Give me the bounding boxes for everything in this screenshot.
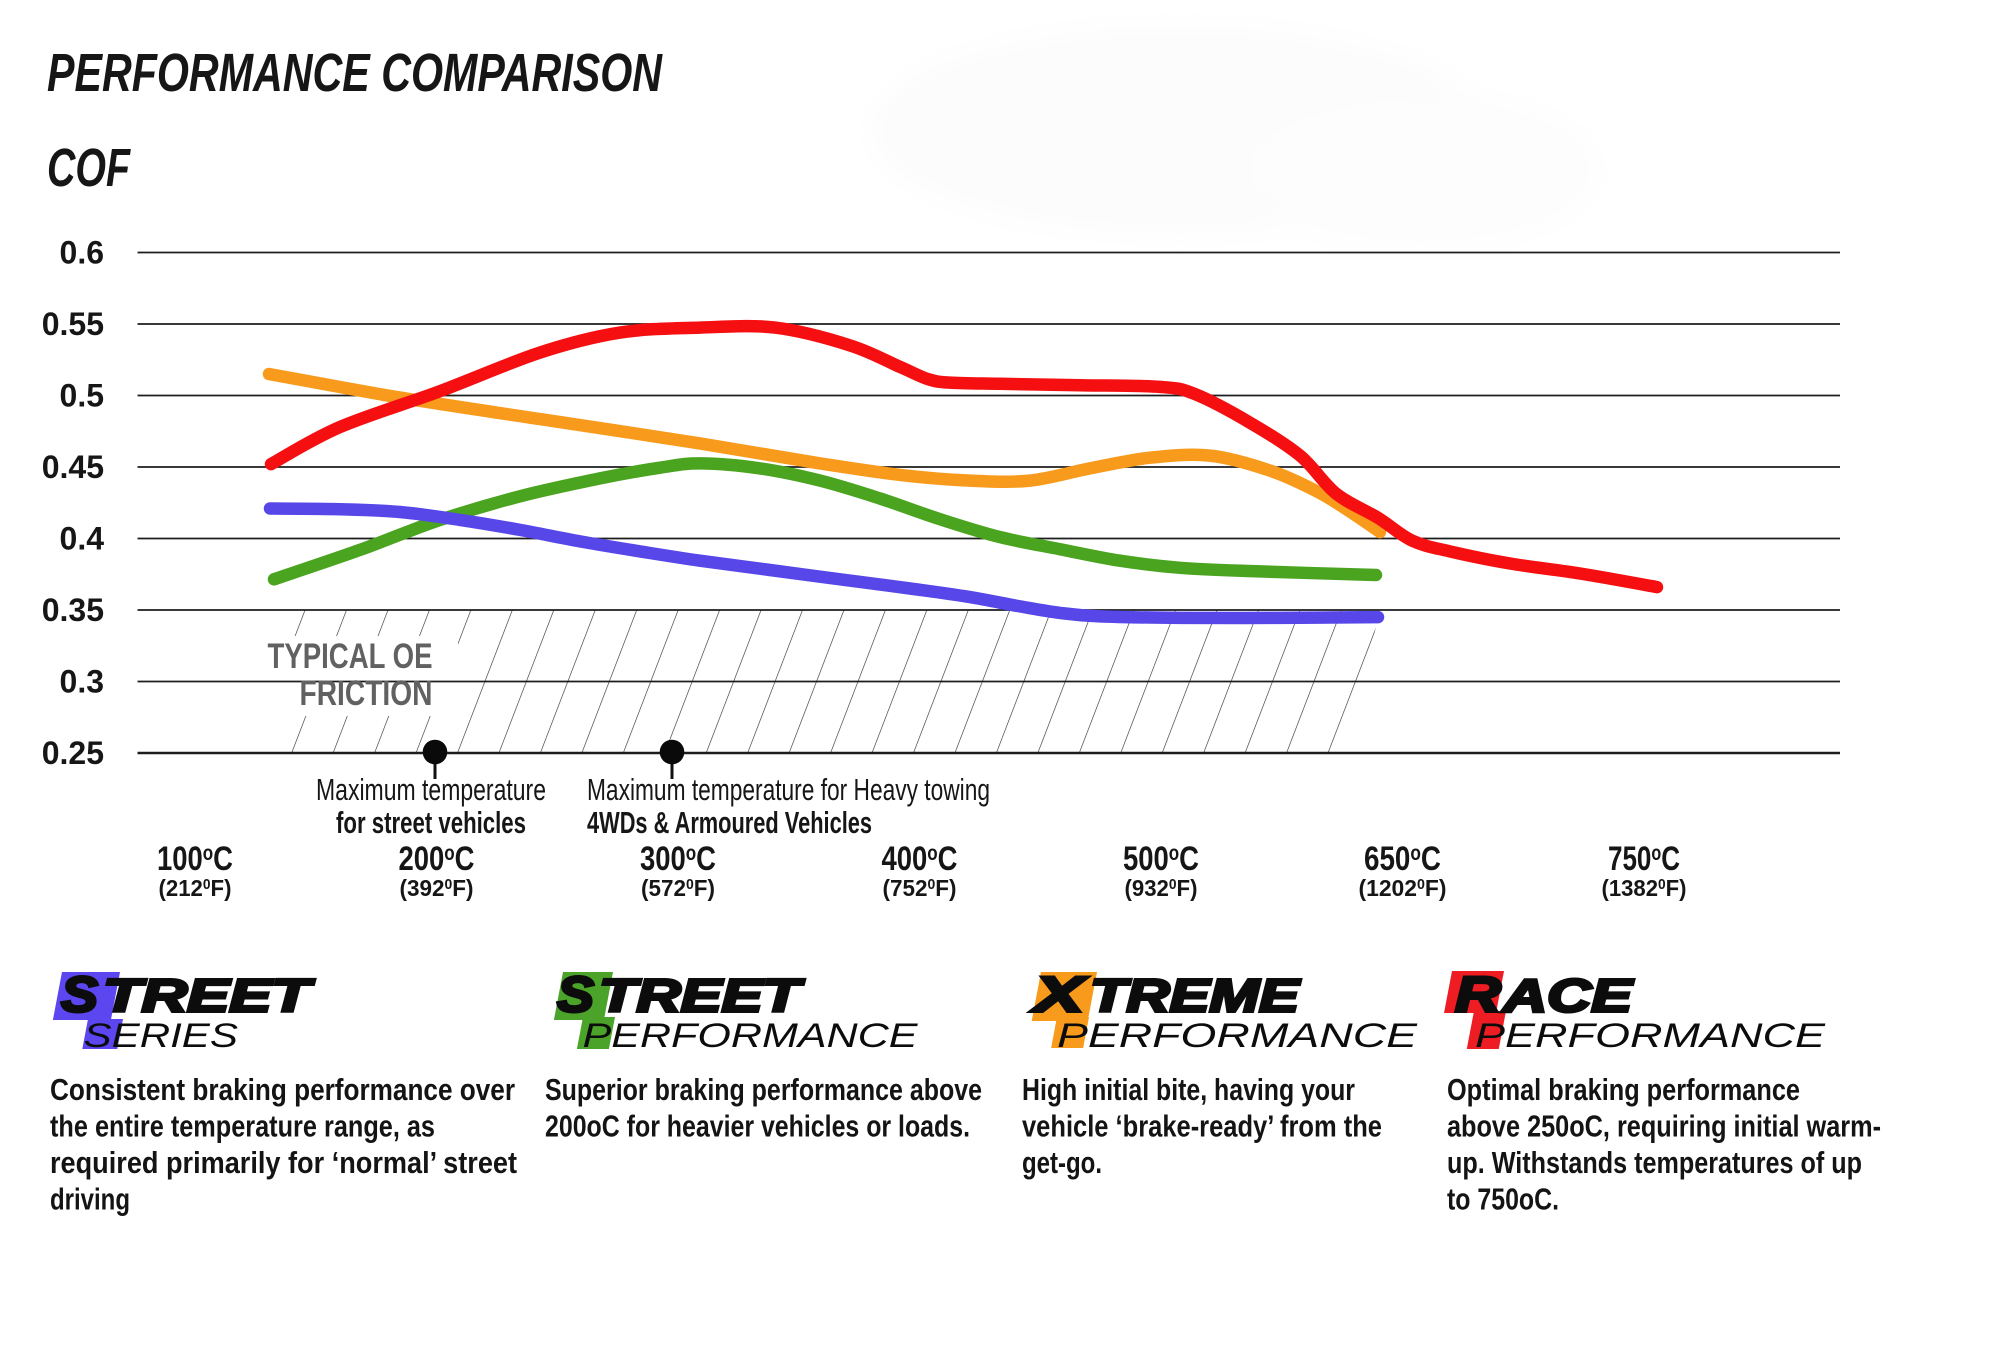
svg-text:300oC: 300oC bbox=[640, 840, 716, 878]
svg-text:0.6: 0.6 bbox=[60, 235, 104, 271]
svg-text:X: X bbox=[1030, 967, 1088, 1023]
svg-text:650oC: 650oC bbox=[1364, 840, 1441, 878]
svg-text:S: S bbox=[557, 967, 594, 1023]
svg-text:PERFORMANCE COMPARISON: PERFORMANCE COMPARISON bbox=[47, 43, 663, 103]
svg-text:PERFORMANCE: PERFORMANCE bbox=[1475, 1017, 1826, 1055]
svg-text:PERFORMANCE: PERFORMANCE bbox=[583, 1017, 919, 1055]
svg-text:required primarily for ‘normal: required primarily for ‘normal’ street bbox=[50, 1145, 517, 1180]
svg-text:R: R bbox=[1455, 967, 1501, 1023]
svg-text:TREET: TREET bbox=[103, 970, 315, 1022]
svg-text:Consistent braking performance: Consistent braking performance over bbox=[50, 1072, 515, 1107]
svg-text:100oC: 100oC bbox=[157, 840, 233, 878]
svg-text:(2120F): (2120F) bbox=[159, 875, 232, 901]
svg-text:(7520F): (7520F) bbox=[883, 875, 957, 901]
svg-text:ACE: ACE bbox=[1502, 970, 1634, 1022]
svg-text:SERIES: SERIES bbox=[84, 1017, 239, 1055]
svg-text:200oC: 200oC bbox=[399, 840, 475, 878]
svg-text:S: S bbox=[61, 967, 98, 1023]
svg-text:TYPICAL OE: TYPICAL OE bbox=[268, 637, 433, 676]
svg-text:750oC: 750oC bbox=[1608, 840, 1680, 878]
svg-text:(13820F): (13820F) bbox=[1602, 875, 1687, 901]
svg-text:for street vehicles: for street vehicles bbox=[336, 805, 526, 840]
svg-text:(5720F): (5720F) bbox=[641, 875, 715, 901]
svg-text:above 250oC, requiring initial: above 250oC, requiring initial warm- bbox=[1447, 1109, 1881, 1144]
svg-text:0.35: 0.35 bbox=[42, 592, 104, 628]
svg-text:to 750oC.: to 750oC. bbox=[1447, 1182, 1559, 1217]
svg-text:0.3: 0.3 bbox=[60, 664, 104, 700]
svg-text:Optimal braking performance: Optimal braking performance bbox=[1447, 1072, 1800, 1107]
svg-text:0.5: 0.5 bbox=[60, 378, 104, 414]
svg-text:0.45: 0.45 bbox=[42, 449, 104, 485]
svg-text:TREME: TREME bbox=[1090, 970, 1301, 1022]
svg-text:TREET: TREET bbox=[599, 970, 805, 1022]
svg-text:PERFORMANCE: PERFORMANCE bbox=[1057, 1017, 1418, 1055]
svg-text:0.55: 0.55 bbox=[42, 306, 104, 342]
svg-text:0.25: 0.25 bbox=[42, 735, 104, 771]
svg-text:vehicle ‘brake-ready’ from the: vehicle ‘brake-ready’ from the bbox=[1022, 1109, 1382, 1144]
svg-text:the entire temperature range,: the entire temperature range, as bbox=[50, 1109, 435, 1144]
svg-text:up. Withstands temperatures of: up. Withstands temperatures of up bbox=[1447, 1145, 1862, 1180]
svg-text:0.4: 0.4 bbox=[60, 521, 105, 557]
svg-text:(12020F): (12020F) bbox=[1359, 875, 1447, 901]
svg-text:driving: driving bbox=[50, 1182, 130, 1217]
svg-text:Maximum temperature for Heavy: Maximum temperature for Heavy towing bbox=[587, 772, 990, 807]
svg-text:200oC for heavier vehicles or: 200oC for heavier vehicles or loads. bbox=[545, 1109, 970, 1144]
svg-text:500oC: 500oC bbox=[1123, 840, 1199, 878]
svg-text:Superior braking performance a: Superior braking performance above bbox=[545, 1072, 982, 1107]
svg-text:Maximum temperature: Maximum temperature bbox=[316, 772, 546, 807]
svg-text:High initial bite, having your: High initial bite, having your bbox=[1022, 1072, 1355, 1107]
svg-text:400oC: 400oC bbox=[882, 840, 958, 878]
svg-text:COF: COF bbox=[47, 138, 131, 198]
svg-text:get-go.: get-go. bbox=[1022, 1145, 1102, 1180]
svg-text:(9320F): (9320F) bbox=[1125, 875, 1198, 901]
svg-text:4WDs & Armoured Vehicles: 4WDs & Armoured Vehicles bbox=[587, 805, 872, 840]
svg-text:FRICTION: FRICTION bbox=[300, 674, 433, 713]
svg-text:(3920F): (3920F) bbox=[400, 875, 474, 901]
